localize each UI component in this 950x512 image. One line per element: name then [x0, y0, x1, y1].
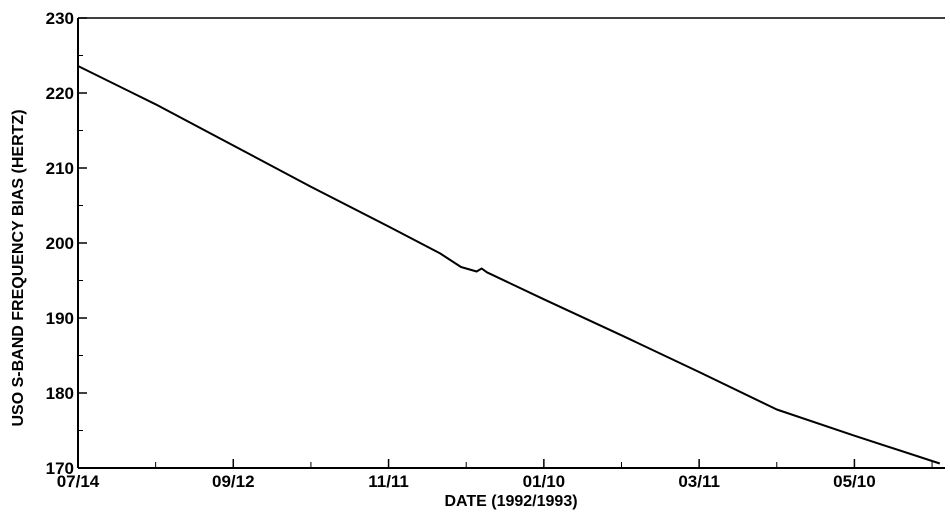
y-tick-label: 180	[46, 384, 74, 403]
x-tick-label: 11/11	[368, 472, 409, 491]
x-tick-label: 09/12	[212, 472, 255, 491]
y-tick-label: 210	[46, 159, 74, 178]
y-tick-label: 190	[46, 309, 74, 328]
series-layer	[77, 65, 941, 465]
x-tick-label: 01/10	[523, 472, 566, 491]
x-axis: 07/14 09/12 11/11 01/10 03/11 05/10	[57, 459, 933, 491]
y-tick-label: 170	[46, 459, 74, 478]
y-tick-label: 200	[46, 234, 74, 253]
plot-frame	[77, 17, 945, 469]
series-line	[77, 65, 941, 465]
x-tick-label: 05/10	[833, 472, 876, 491]
y-tick-label: 230	[46, 9, 74, 28]
y-axis-title: USO S-BAND FREQUENCY BIAS (HERTZ)	[10, 109, 27, 426]
x-axis-title: DATE (1992/1993)	[444, 493, 577, 510]
x-tick-label: 07/14	[57, 472, 100, 491]
x-tick-label: 03/11	[678, 472, 720, 491]
y-tick-label: 220	[46, 84, 74, 103]
y-axis: 170 180 190 200 210 220 230	[46, 9, 87, 478]
